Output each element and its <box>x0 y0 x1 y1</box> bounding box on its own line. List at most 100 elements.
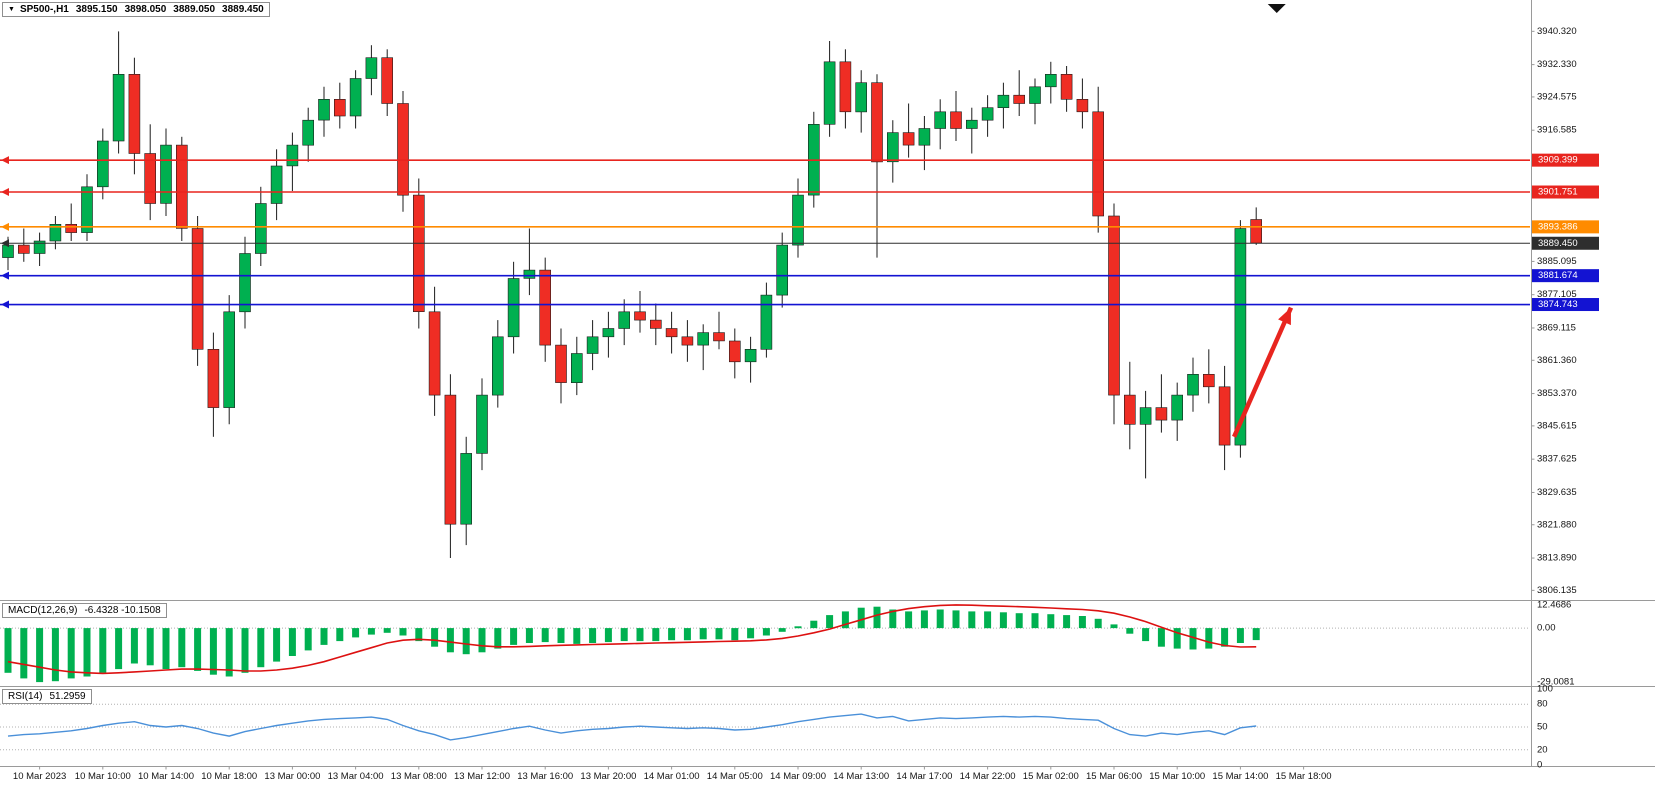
time-axis-label: 13 Mar 12:00 <box>454 771 510 782</box>
time-axis-label: 13 Mar 00:00 <box>264 771 320 782</box>
price-badge-label: 3874.743 <box>1538 299 1578 310</box>
bull-candle <box>602 328 615 338</box>
bear-candle <box>397 103 409 196</box>
bull-candle <box>2 244 14 258</box>
line-left-arrow-marker <box>1 156 9 165</box>
rsi-pane: 100 80 50 20 0 <box>7 684 1553 771</box>
bear-candle <box>1250 219 1262 244</box>
bear-candle <box>1124 394 1136 425</box>
line-left-arrow-marker <box>1 239 9 248</box>
price-badge-label: 3889.450 <box>1538 238 1578 249</box>
bear-candle <box>634 311 646 321</box>
bull-candle <box>81 186 93 233</box>
time-axis-label: 15 Mar 10:00 <box>1149 771 1205 782</box>
macd-histogram-bar <box>1252 628 1260 641</box>
macd-histogram-bar <box>478 628 486 653</box>
rsi-axis-label: 50 <box>1537 722 1548 733</box>
macd-histogram-bar <box>699 628 707 640</box>
bear-candle <box>950 111 962 129</box>
macd-histogram-bar <box>51 628 59 682</box>
macd-histogram-bar <box>352 628 360 638</box>
line-left-arrow-marker <box>1 188 9 197</box>
price-axis: 3940.320 3932.330 3924.575 3916.585 3885.095… <box>1531 26 1577 596</box>
time-axis-label: 10 Mar 10:00 <box>75 771 131 782</box>
time-axis-label: 10 Mar 14:00 <box>138 771 194 782</box>
symbol-dropdown-icon[interactable]: ▼ <box>8 6 15 13</box>
bull-candle <box>586 336 599 354</box>
bull-candle <box>744 348 757 363</box>
rsi-line <box>7 713 1257 741</box>
bull-candle <box>1187 373 1199 396</box>
bull-candle <box>934 111 947 129</box>
macd-histogram-bar <box>525 628 533 643</box>
macd-histogram-bar <box>1173 628 1181 649</box>
bull-candle <box>1139 407 1152 425</box>
bear-candle <box>144 153 156 204</box>
macd-histogram-bar <box>920 610 928 629</box>
macd-histogram-bar <box>1110 624 1118 629</box>
price-axis-label: 3869.115 <box>1537 323 1576 334</box>
macd-histogram-bar <box>984 611 992 629</box>
chart-shift-marker[interactable] <box>1267 4 1286 13</box>
macd-indicator-header: MACD(12,26,9) -6.4328 -10.1508 <box>2 603 167 618</box>
time-axis-label: 14 Mar 17:00 <box>896 771 952 782</box>
macd-histogram-bar <box>889 609 897 629</box>
bull-candle <box>318 99 330 121</box>
macd-histogram-bar <box>209 628 217 675</box>
macd-histogram-bar <box>952 610 960 629</box>
macd-histogram-bar <box>241 628 249 673</box>
macd-histogram-bar <box>668 628 676 641</box>
macd-histogram-bar <box>557 628 565 643</box>
hline-3901.751[interactable]: 3901.751 <box>0 185 1599 199</box>
rsi-axis-label: 100 <box>1537 684 1553 695</box>
macd-axis-label: 12.4686 <box>1537 599 1571 610</box>
bull-candle <box>1045 74 1057 88</box>
time-axis-label: 15 Mar 14:00 <box>1212 771 1268 782</box>
price-axis-label: 3821.880 <box>1537 519 1577 530</box>
bull-candle <box>255 203 267 254</box>
macd-histogram-bar <box>841 611 849 629</box>
time-axis[interactable]: 10 Mar 2023 10 Mar 10:00 10 Mar 14:00 10 Ma… <box>13 766 1332 783</box>
macd-histogram-bar <box>762 628 770 636</box>
price-badge <box>1532 185 1599 199</box>
macd-histogram-bar <box>873 606 881 629</box>
bull-candle <box>33 240 46 254</box>
hline-3893.386[interactable]: 3893.386 <box>0 220 1599 234</box>
bull-candle <box>286 144 299 167</box>
macd-histogram-bar <box>336 628 344 642</box>
hline-3889.450[interactable]: 3889.450 <box>0 236 1599 250</box>
macd-histogram-bar <box>731 628 739 641</box>
macd-histogram-bar <box>747 628 755 639</box>
macd-histogram-bar <box>304 628 312 651</box>
macd-histogram-bar <box>968 611 976 629</box>
bear-candle <box>728 340 741 363</box>
trend-arrow-annotation[interactable] <box>1232 306 1294 438</box>
macd-histogram-bar <box>1189 628 1197 650</box>
price-axis-label: 3877.105 <box>1537 289 1577 300</box>
macd-histogram-bar <box>541 628 549 643</box>
symbol-ohlc-header: ▼ SP500-,H1 3895.150 3898.050 3889.050 3… <box>2 2 270 17</box>
candles-layer <box>2 31 1262 558</box>
hline-3874.743[interactable]: 3874.743 <box>0 298 1599 312</box>
bear-candle <box>428 311 441 396</box>
time-axis-label: 14 Mar 05:00 <box>707 771 763 782</box>
bear-candle <box>1108 215 1120 396</box>
bear-candle <box>681 336 694 346</box>
macd-histogram-bar <box>604 628 612 643</box>
bull-candle <box>918 128 931 146</box>
symbol-period-label: SP500-,H1 <box>19 4 69 15</box>
time-axis-label: 10 Mar 2023 <box>13 771 66 782</box>
time-axis-label: 14 Mar 22:00 <box>960 771 1016 782</box>
bull-candle <box>270 165 283 204</box>
bull-candle <box>112 74 125 142</box>
hline-3881.674[interactable]: 3881.674 <box>0 269 1599 283</box>
bear-candle <box>65 224 77 233</box>
hline-3909.399[interactable]: 3909.399 <box>0 153 1599 167</box>
macd-histogram-bar <box>225 628 233 677</box>
bear-candle <box>713 332 725 342</box>
rsi-label: RSI(14) <box>8 691 43 702</box>
macd-histogram-bar <box>20 628 28 679</box>
time-axis-label: 15 Mar 06:00 <box>1086 771 1142 782</box>
